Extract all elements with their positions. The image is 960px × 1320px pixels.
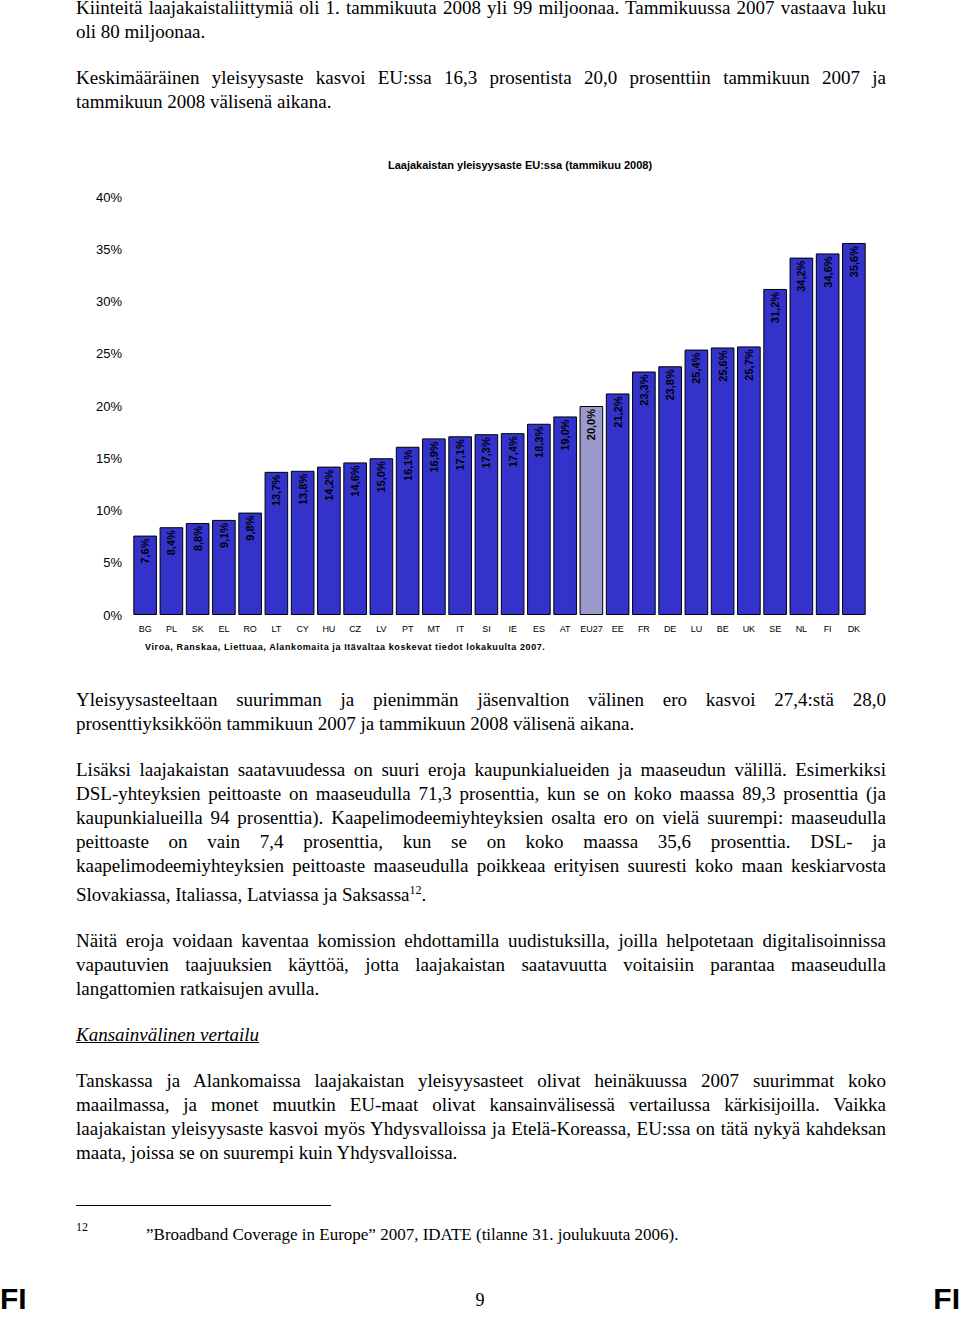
svg-text:EU27: EU27 — [580, 624, 603, 634]
svg-text:23,3%: 23,3% — [638, 374, 650, 405]
svg-text:17,1%: 17,1% — [454, 439, 466, 470]
svg-text:EE: EE — [612, 624, 624, 634]
svg-text:15%: 15% — [96, 451, 122, 466]
svg-text:13,7%: 13,7% — [270, 475, 282, 506]
svg-text:8,4%: 8,4% — [165, 530, 177, 555]
svg-text:5%: 5% — [103, 555, 122, 570]
svg-text:HU: HU — [322, 624, 335, 634]
svg-text:20,0%: 20,0% — [585, 409, 597, 440]
svg-text:25,7%: 25,7% — [743, 349, 755, 380]
svg-text:20%: 20% — [96, 399, 122, 414]
svg-text:21,2%: 21,2% — [612, 396, 624, 427]
svg-text:25,4%: 25,4% — [690, 352, 702, 383]
svg-text:9,1%: 9,1% — [218, 523, 230, 548]
svg-text:25,6%: 25,6% — [717, 350, 729, 381]
svg-text:8,8%: 8,8% — [192, 526, 204, 551]
svg-text:UK: UK — [743, 624, 756, 634]
svg-text:35%: 35% — [96, 242, 122, 257]
svg-text:LU: LU — [691, 624, 703, 634]
html-text:”Broadband Coverage in Europe”: ”Broadband Coverage in Europe” 2007, IDA… — [146, 1225, 679, 1244]
svg-text:16,9%: 16,9% — [428, 441, 440, 472]
svg-text:MT: MT — [427, 624, 440, 634]
svg-text:LV: LV — [376, 624, 386, 634]
svg-text:31,2%: 31,2% — [769, 292, 781, 323]
svg-text:10%: 10% — [96, 503, 122, 518]
html-text:Lisäksi laajakaistan saatavuud: Lisäksi laajakaistan saatavuudessa on su… — [76, 759, 886, 906]
svg-text:ES: ES — [533, 624, 545, 634]
svg-text:9,8%: 9,8% — [244, 515, 256, 540]
html-text:9: 9 — [475, 1290, 485, 1310]
svg-text:Laajakaistan yleisyysaste EU:s: Laajakaistan yleisyysaste EU:ssa (tammik… — [388, 159, 652, 171]
html-text:FI: FI — [0, 1282, 27, 1315]
svg-text:34,2%: 34,2% — [795, 260, 807, 291]
svg-text:25%: 25% — [96, 346, 122, 361]
svg-text:FR: FR — [638, 624, 650, 634]
html-text:FI: FI — [933, 1282, 960, 1315]
svg-text:7,6%: 7,6% — [139, 538, 151, 563]
svg-text:LT: LT — [271, 624, 281, 634]
svg-text:PL: PL — [166, 624, 177, 634]
svg-text:15,0%: 15,0% — [375, 461, 387, 492]
svg-text:AT: AT — [560, 624, 571, 634]
svg-text:14,6%: 14,6% — [349, 465, 361, 496]
svg-text:18,3%: 18,3% — [533, 427, 545, 458]
html-text:Näitä eroja voidaan kaventaa k: Näitä eroja voidaan kaventaa komission e… — [76, 930, 886, 1000]
svg-text:34,6%: 34,6% — [822, 256, 834, 287]
html-text:Tanskassa ja Alankomaissa laaj: Tanskassa ja Alankomaissa laajakaistan y… — [76, 1070, 886, 1164]
svg-text:CZ: CZ — [349, 624, 361, 634]
svg-text:IT: IT — [456, 624, 465, 634]
html-text:Keskimääräinen yleisyysaste ka: Keskimääräinen yleisyysaste kasvoi EU:ss… — [76, 67, 886, 112]
svg-text:17,4%: 17,4% — [507, 436, 519, 467]
svg-text:CY: CY — [296, 624, 309, 634]
html-text:Yleisyysasteeltaan suurimman j: Yleisyysasteeltaan suurimman ja pienimmä… — [76, 689, 886, 734]
svg-text:BG: BG — [139, 624, 152, 634]
svg-text:NL: NL — [796, 624, 808, 634]
svg-text:23,8%: 23,8% — [664, 369, 676, 400]
svg-text:RO: RO — [243, 624, 257, 634]
svg-text:SI: SI — [482, 624, 491, 634]
svg-text:EL: EL — [218, 624, 229, 634]
svg-text:19,0%: 19,0% — [559, 419, 571, 450]
svg-text:30%: 30% — [96, 294, 122, 309]
html-text:Viroa, Ranskaa, Liettuaa, Alan: Viroa, Ranskaa, Liettuaa, Alankomaita ja… — [145, 642, 546, 652]
svg-text:35,6%: 35,6% — [848, 246, 860, 277]
svg-text:PT: PT — [402, 624, 414, 634]
svg-text:SK: SK — [192, 624, 204, 634]
svg-text:14,2%: 14,2% — [323, 469, 335, 500]
svg-text:BE: BE — [717, 624, 729, 634]
svg-text:13,8%: 13,8% — [297, 474, 309, 505]
svg-text:0%: 0% — [103, 608, 122, 623]
svg-text:IE: IE — [508, 624, 517, 634]
svg-text:DK: DK — [848, 624, 861, 634]
svg-text:SE: SE — [769, 624, 781, 634]
svg-text:17,3%: 17,3% — [480, 437, 492, 468]
svg-text:DE: DE — [664, 624, 677, 634]
svg-text:16,1%: 16,1% — [402, 450, 414, 481]
svg-text:40%: 40% — [96, 190, 122, 205]
svg-text:FI: FI — [824, 624, 832, 634]
html-text:12: 12 — [76, 1220, 88, 1234]
html-text:Kansainvälinen vertailu: Kansainvälinen vertailu — [76, 1024, 260, 1046]
